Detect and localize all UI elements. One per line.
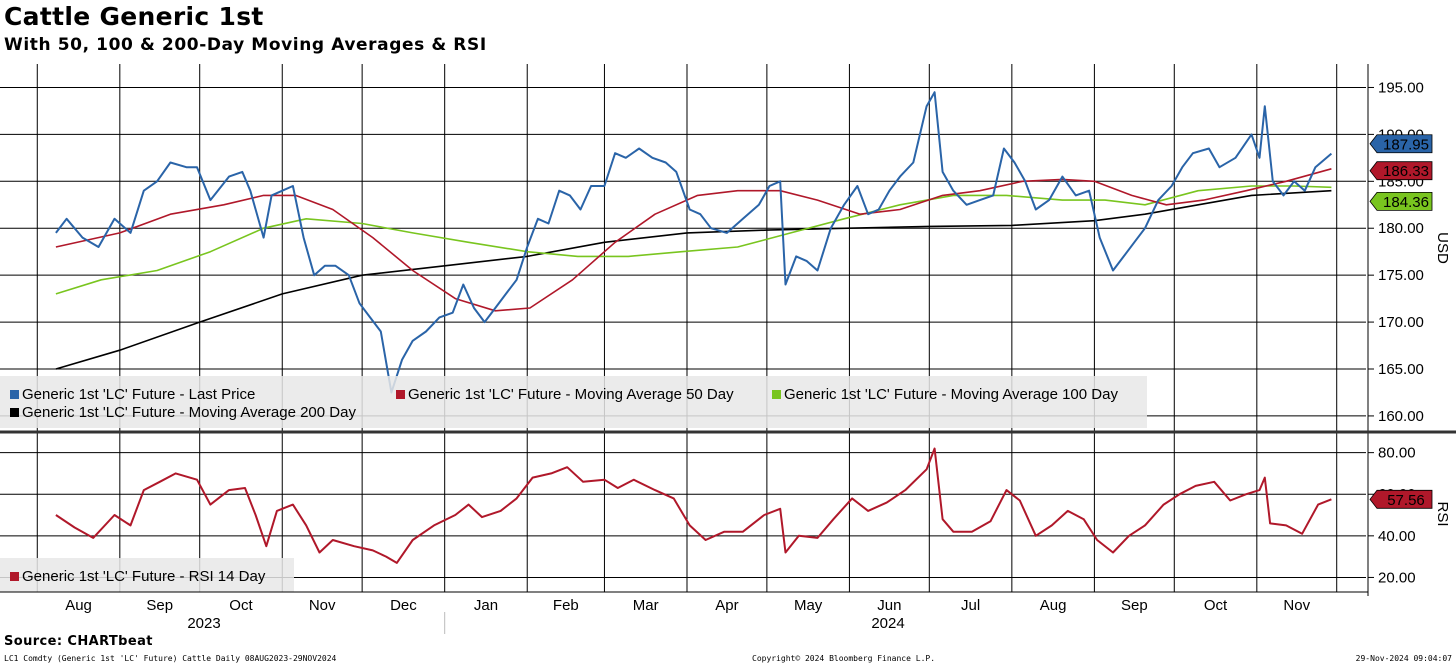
legend-rsi-label: Generic 1st 'LC' Future - RSI 14 Day [22,568,266,585]
chart-title: Cattle Generic 1st [4,2,264,31]
year-label: 2023 [187,615,220,632]
badge-shape [1369,134,1433,154]
month-label: Aug [1040,597,1067,614]
legend-rsi-swatch [10,572,19,581]
price-axis-title: USD [1434,232,1451,264]
badge-shape [1369,191,1433,211]
rsi-legend-box [0,558,294,592]
price-legend-box [0,376,1147,428]
month-label: Aug [65,597,92,614]
price-tick-label: 175.00 [1378,267,1424,284]
series-line-price [55,91,1333,394]
month-label: Nov [1283,597,1310,614]
month-label: Jun [877,597,901,614]
month-label: Oct [1204,597,1228,614]
badge-value: 186.33 [1383,163,1429,180]
series-line-rsi [55,447,1332,564]
month-label: May [794,597,823,614]
month-label: Feb [553,597,579,614]
price-tick-label: 160.00 [1378,408,1424,425]
legend-ma200-swatch [10,408,19,417]
source-note: Source: CHARTbeat [4,634,153,649]
rsi-tick-label: 40.00 [1378,528,1416,545]
legend-price-label: Generic 1st 'LC' Future - Last Price [22,386,255,403]
month-label: Jul [961,597,980,614]
timestamp: 29-Nov-2024 09:04:07 [1355,654,1452,663]
month-label: Sep [1121,597,1148,614]
legend-ma50-label: Generic 1st 'LC' Future - Moving Average… [408,386,734,403]
legend-price-swatch [10,390,19,399]
ticker-description: LC1 Comdty (Generic 1st 'LC' Future) Cat… [4,654,337,663]
copyright-note: Copyright© 2024 Bloomberg Finance L.P. [752,654,936,663]
legend-ma100-swatch [772,390,781,399]
series-line-ma100 [55,185,1332,295]
badge-value: 187.95 [1383,136,1429,153]
price-tick-label: 165.00 [1378,361,1424,378]
month-label: Sep [146,597,173,614]
rsi-tick-label: 80.00 [1378,445,1416,462]
chart-subtitle: With 50, 100 & 200-Day Moving Averages &… [4,35,487,55]
rsi-tick-label: 20.00 [1378,569,1416,586]
badge-value: 57.56 [1387,492,1425,509]
badge-value: 184.36 [1383,194,1429,211]
series-line-ma200 [55,189,1332,370]
last-value-badge: 187.95 [1369,134,1433,154]
year-label: 2024 [871,615,904,632]
month-label: Apr [715,597,738,614]
legend-ma100-label: Generic 1st 'LC' Future - Moving Average… [784,386,1118,403]
badge-shape [1369,489,1433,509]
legend-ma200-label: Generic 1st 'LC' Future - Moving Average… [22,404,356,421]
price-tick-label: 170.00 [1378,314,1424,331]
badge-shape [1369,161,1433,181]
last-value-badge: 57.56 [1369,489,1433,509]
last-value-badge: 186.33 [1369,161,1433,181]
price-tick-label: 195.00 [1378,79,1424,96]
last-value-badge: 184.36 [1369,191,1433,211]
series-line-ma50 [55,168,1332,312]
month-label: Dec [390,597,417,614]
month-label: Nov [309,597,336,614]
month-label: Oct [229,597,253,614]
month-label: Jan [474,597,498,614]
price-tick-label: 180.00 [1378,220,1424,237]
month-label: Mar [633,597,659,614]
rsi-axis-title: RSI [1434,501,1451,526]
legend-ma50-swatch [396,390,405,399]
